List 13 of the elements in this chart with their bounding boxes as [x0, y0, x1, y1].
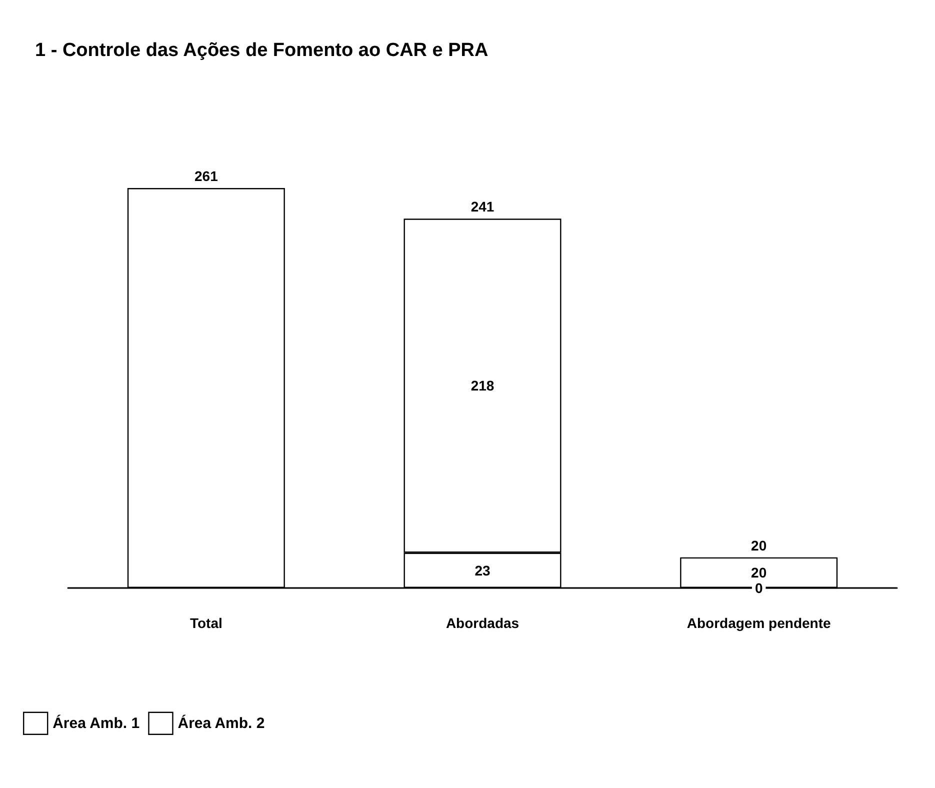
x-tick-label: Abordagem pendente	[686, 615, 831, 631]
total-label: 20	[751, 537, 767, 554]
x-tick-label: Total	[190, 615, 222, 631]
data-label: 0	[754, 580, 763, 596]
legend-label: Área Amb. 2	[178, 714, 265, 732]
data-label: 23	[474, 562, 490, 578]
data-label: 20	[751, 564, 767, 581]
legend-label: Área Amb. 1	[52, 714, 140, 732]
chart-title: 1 - Controle das Ações de Fomento ao CAR e PRA	[35, 40, 489, 61]
total-label: 241	[470, 198, 494, 215]
data-label: 218	[470, 378, 494, 394]
total-label: 261	[194, 168, 218, 184]
x-tick-label: Abordadas	[446, 615, 520, 631]
